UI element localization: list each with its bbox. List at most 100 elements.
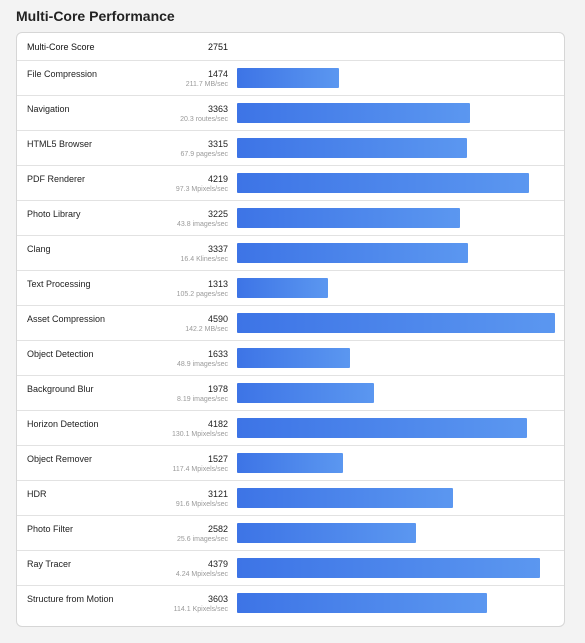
benchmark-name: Background Blur xyxy=(27,384,94,394)
score-bar-track xyxy=(237,243,555,263)
benchmark-row: File Compression 1474 211.7 MB/sec xyxy=(17,61,564,96)
benchmark-rate: 20.3 routes/sec xyxy=(180,116,228,123)
benchmark-score: 3121 xyxy=(207,489,228,499)
score-bar xyxy=(237,138,467,158)
benchmark-list: File Compression 1474 211.7 MB/sec Navigati… xyxy=(17,61,564,621)
summary-row: Multi-Core Score 2751 xyxy=(17,33,564,61)
benchmark-row: PDF Renderer 4219 97.3 Mpixels/sec xyxy=(17,166,564,201)
benchmark-score: 1313 xyxy=(207,279,228,289)
benchmark-score: 4219 xyxy=(207,174,228,184)
score-bar xyxy=(237,558,540,578)
benchmark-rate: 25.6 images/sec xyxy=(177,536,228,543)
page-title: Multi-Core Performance xyxy=(16,8,175,24)
benchmark-rate: 211.7 MB/sec xyxy=(185,81,228,88)
benchmark-score: 1527 xyxy=(207,454,228,464)
score-bar xyxy=(237,278,328,298)
score-bar xyxy=(237,488,453,508)
score-bar-track xyxy=(237,383,555,403)
score-bar-track xyxy=(237,348,555,368)
benchmark-rate: 8.19 images/sec xyxy=(177,396,228,403)
benchmark-rate: 48.9 images/sec xyxy=(177,361,228,368)
benchmark-name: Photo Library xyxy=(27,209,81,219)
benchmark-score: 1474 xyxy=(207,69,228,79)
score-bar-track xyxy=(237,418,555,438)
benchmark-row: Object Detection 1633 48.9 images/sec xyxy=(17,341,564,376)
benchmark-row: Object Remover 1527 117.4 Mpixels/sec xyxy=(17,446,564,481)
benchmark-score: 1978 xyxy=(207,384,228,394)
score-bar xyxy=(237,383,374,403)
score-bar xyxy=(237,313,555,333)
benchmark-name: HDR xyxy=(27,489,47,499)
benchmark-score: 4182 xyxy=(207,419,228,429)
score-bar-track xyxy=(237,523,555,543)
score-bar xyxy=(237,418,527,438)
benchmark-rate: 97.3 Mpixels/sec xyxy=(175,186,228,193)
benchmark-rate: 16.4 Klines/sec xyxy=(180,256,228,263)
benchmark-row: Text Processing 1313 105.2 pages/sec xyxy=(17,271,564,306)
benchmark-rate: 130.1 Mpixels/sec xyxy=(171,431,228,438)
benchmark-score: 1633 xyxy=(207,349,228,359)
benchmark-name: Structure from Motion xyxy=(27,594,114,604)
results-panel: Multi-Core Score 2751 File Compression 14… xyxy=(16,32,565,627)
summary-score: 2751 xyxy=(207,42,228,52)
benchmark-rate: 43.8 images/sec xyxy=(177,221,228,228)
benchmark-score: 2582 xyxy=(207,524,228,534)
benchmark-row: HTML5 Browser 3315 67.9 pages/sec xyxy=(17,131,564,166)
benchmark-row: Photo Filter 2582 25.6 images/sec xyxy=(17,516,564,551)
score-bar xyxy=(237,243,468,263)
benchmark-row: Structure from Motion 3603 114.1 Kpixels/s… xyxy=(17,586,564,621)
score-bar xyxy=(237,523,416,543)
score-bar-track xyxy=(237,313,555,333)
benchmark-name: Clang xyxy=(27,244,51,254)
benchmark-name: Text Processing xyxy=(27,279,91,289)
score-bar-track xyxy=(237,138,555,158)
benchmark-name: File Compression xyxy=(27,69,98,79)
benchmark-name: HTML5 Browser xyxy=(27,139,93,149)
score-bar xyxy=(237,348,350,368)
score-bar-track xyxy=(237,278,555,298)
benchmark-name: Object Detection xyxy=(27,349,94,359)
benchmark-row: Navigation 3363 20.3 routes/sec xyxy=(17,96,564,131)
benchmark-score: 3363 xyxy=(207,104,228,114)
benchmark-rate: 67.9 pages/sec xyxy=(180,151,228,158)
score-bar-track xyxy=(237,558,555,578)
score-bar xyxy=(237,593,487,613)
score-bar-track xyxy=(237,173,555,193)
benchmark-score: 3225 xyxy=(207,209,228,219)
benchmark-score: 3315 xyxy=(207,139,228,149)
score-bar-track xyxy=(237,68,555,88)
benchmark-name: Navigation xyxy=(27,104,70,114)
benchmark-name: Object Remover xyxy=(27,454,93,464)
benchmark-name: PDF Renderer xyxy=(27,174,86,184)
score-bar-track xyxy=(237,208,555,228)
score-bar xyxy=(237,173,529,193)
benchmark-row: Photo Library 3225 43.8 images/sec xyxy=(17,201,564,236)
score-bar-track xyxy=(237,593,555,613)
benchmark-score: 4590 xyxy=(207,314,228,324)
benchmark-row: Ray Tracer 4379 4.24 Mpixels/sec xyxy=(17,551,564,586)
score-bar xyxy=(237,453,343,473)
benchmark-row: HDR 3121 91.6 Mpixels/sec xyxy=(17,481,564,516)
benchmark-score: 4379 xyxy=(207,559,228,569)
benchmark-name: Horizon Detection xyxy=(27,419,99,429)
benchmark-rate: 91.6 Mpixels/sec xyxy=(175,501,228,508)
benchmark-row: Horizon Detection 4182 130.1 Mpixels/sec xyxy=(17,411,564,446)
benchmark-rate: 105.2 pages/sec xyxy=(176,291,228,298)
benchmark-rate: 142.2 MB/sec xyxy=(185,326,228,333)
score-bar-track xyxy=(237,488,555,508)
score-bar xyxy=(237,68,339,88)
benchmark-name: Ray Tracer xyxy=(27,559,72,569)
benchmark-rate: 117.4 Mpixels/sec xyxy=(172,466,228,473)
benchmark-row: Asset Compression 4590 142.2 MB/sec xyxy=(17,306,564,341)
score-bar xyxy=(237,103,470,123)
score-bar xyxy=(237,208,460,228)
summary-label: Multi-Core Score xyxy=(27,42,95,52)
benchmark-name: Photo Filter xyxy=(27,524,74,534)
benchmark-row: Background Blur 1978 8.19 images/sec xyxy=(17,376,564,411)
benchmark-name: Asset Compression xyxy=(27,314,106,324)
score-bar-track xyxy=(237,103,555,123)
benchmark-score: 3603 xyxy=(207,594,228,604)
benchmark-row: Clang 3337 16.4 Klines/sec xyxy=(17,236,564,271)
benchmark-rate: 4.24 Mpixels/sec xyxy=(175,571,228,578)
benchmark-rate: 114.1 Kpixels/sec xyxy=(173,606,228,613)
